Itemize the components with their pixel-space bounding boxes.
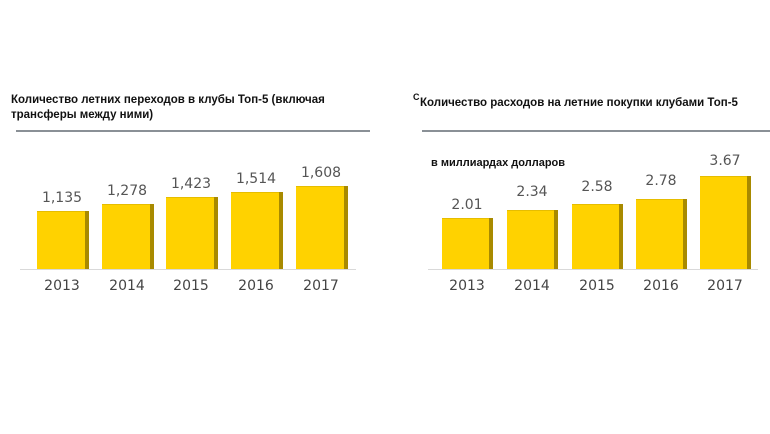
bar-value-label: 3.67	[709, 153, 741, 169]
right-chart-title: Количество расходов на летние покупки кл…	[420, 97, 738, 109]
bar-value-label: 2.58	[581, 179, 613, 195]
x-tick-label: 2014	[109, 278, 145, 294]
x-axis-line	[20, 269, 356, 270]
x-tick-label: 2015	[579, 278, 615, 294]
left-chart-title-rule	[16, 130, 370, 132]
right-chart-subtitle: в миллиардах долларов	[431, 157, 566, 169]
bar-2015	[572, 204, 623, 269]
bar-value-label: 1,608	[300, 165, 342, 181]
bar-2017	[296, 186, 348, 269]
bar-2013	[442, 218, 493, 269]
x-tick-label: 2015	[173, 278, 209, 294]
bar-value-label: 1,278	[106, 183, 148, 199]
right-chart-title-prefix: С	[413, 92, 420, 102]
x-tick-label: 2017	[707, 278, 743, 294]
bar-2016	[636, 199, 687, 269]
bar-2014	[507, 210, 558, 269]
bar-value-label: 1,514	[235, 171, 277, 187]
x-tick-label: 2013	[449, 278, 485, 294]
bar-value-label: 2.78	[645, 173, 677, 189]
x-axis-line	[428, 269, 758, 270]
bar-2014	[102, 204, 154, 269]
bar-value-label: 1,135	[41, 190, 83, 206]
bar-value-label: 2.34	[516, 184, 548, 200]
x-tick-label: 2014	[514, 278, 550, 294]
bar-2015	[166, 197, 218, 269]
x-tick-label: 2016	[643, 278, 679, 294]
bar-2013	[37, 211, 89, 269]
bar-2017	[700, 176, 751, 269]
right-chart-title-rule	[422, 130, 770, 132]
left-chart-title: Количество летних переходов в клубы Топ-…	[11, 94, 325, 121]
x-tick-label: 2016	[238, 278, 274, 294]
x-tick-label: 2017	[303, 278, 339, 294]
bar-2016	[231, 192, 283, 269]
x-tick-label: 2013	[44, 278, 80, 294]
bar-value-label: 2.01	[451, 197, 483, 213]
bar-value-label: 1,423	[170, 176, 212, 192]
